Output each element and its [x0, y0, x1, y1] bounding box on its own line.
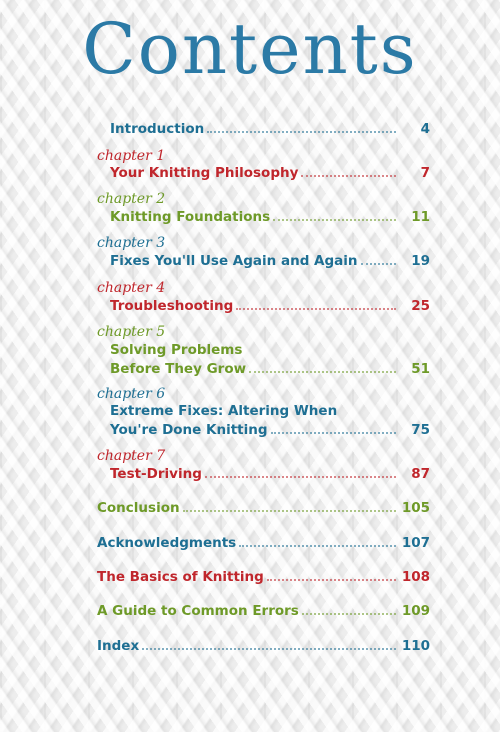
chapter-label: chapter 7	[97, 448, 166, 464]
page-number: 109	[401, 603, 430, 619]
page-number: 25	[411, 298, 430, 314]
toc-line[interactable]: Acknowledgments 107	[97, 532, 430, 552]
toc-line[interactable]: Your Knitting Philosophy 7	[110, 162, 430, 182]
entry-title: A Guide to Common Errors	[97, 603, 299, 619]
toc-line[interactable]: Test-Driving 87	[110, 463, 430, 483]
chapter-label: chapter 5	[97, 324, 166, 340]
toc-line[interactable]: Index 110	[97, 635, 430, 655]
entry-title: Knitting Foundations	[110, 209, 271, 225]
dot-leader	[182, 510, 396, 512]
entry-title: Test-Driving	[110, 466, 202, 482]
entry-title: Your Knitting Philosophy	[110, 165, 299, 181]
dot-leader	[273, 219, 396, 221]
dot-leader	[236, 308, 396, 310]
entry-title: Conclusion	[97, 500, 180, 516]
chapter-label: chapter 4	[97, 280, 166, 296]
page-number: 105	[401, 500, 430, 516]
chapter-label: chapter 1	[97, 148, 166, 164]
entry-title: Index	[97, 638, 140, 654]
entry-title: Before They Grow	[110, 361, 247, 377]
dot-leader	[301, 613, 396, 615]
chapter-label: chapter 2	[97, 191, 166, 207]
dot-leader	[266, 579, 396, 581]
page-number: 108	[401, 569, 430, 585]
dot-leader	[301, 175, 396, 177]
page-number: 107	[401, 535, 430, 551]
chapter-label: chapter 3	[97, 235, 166, 251]
page-number: 75	[411, 422, 430, 438]
toc-line[interactable]: Knitting Foundations 11	[110, 206, 430, 226]
page-title: Contents	[82, 8, 418, 90]
chapter-label: chapter 6	[97, 386, 166, 402]
page-number: 51	[411, 361, 430, 377]
page-number: 4	[420, 121, 430, 137]
toc-line[interactable]: Fixes You'll Use Again and Again 19	[110, 250, 430, 270]
dot-leader	[249, 371, 396, 373]
entry-title: The Basics of Knitting	[97, 569, 264, 585]
dot-leader	[239, 545, 396, 547]
entry-title-line1: Extreme Fixes: Altering When	[110, 403, 338, 419]
page-number: 11	[411, 209, 430, 225]
entry-title: You're Done Knitting	[110, 422, 268, 438]
dot-leader	[270, 432, 396, 434]
toc-line[interactable]: Before They Grow 51	[110, 358, 430, 378]
dot-leader	[207, 131, 396, 133]
page-number: 110	[401, 638, 430, 654]
toc-line[interactable]: Troubleshooting 25	[110, 295, 430, 315]
page-number: 7	[420, 165, 430, 181]
dot-leader	[142, 648, 396, 650]
toc-line[interactable]: The Basics of Knitting 108	[97, 566, 430, 586]
dot-leader	[360, 263, 396, 265]
toc-line[interactable]: You're Done Knitting 75	[110, 419, 430, 439]
entry-title: Fixes You'll Use Again and Again	[110, 253, 358, 269]
toc-line[interactable]: A Guide to Common Errors 109	[97, 600, 430, 620]
entry-title: Acknowledgments	[97, 535, 237, 551]
entry-title: Introduction	[110, 121, 205, 137]
entry-title: Troubleshooting	[110, 298, 234, 314]
toc-line[interactable]: Conclusion 105	[97, 497, 430, 517]
dot-leader	[204, 476, 396, 478]
page-number: 19	[411, 253, 430, 269]
toc-line[interactable]: Introduction 4	[110, 118, 430, 138]
page-number: 87	[411, 466, 430, 482]
entry-title-line1: Solving Problems	[110, 342, 243, 358]
